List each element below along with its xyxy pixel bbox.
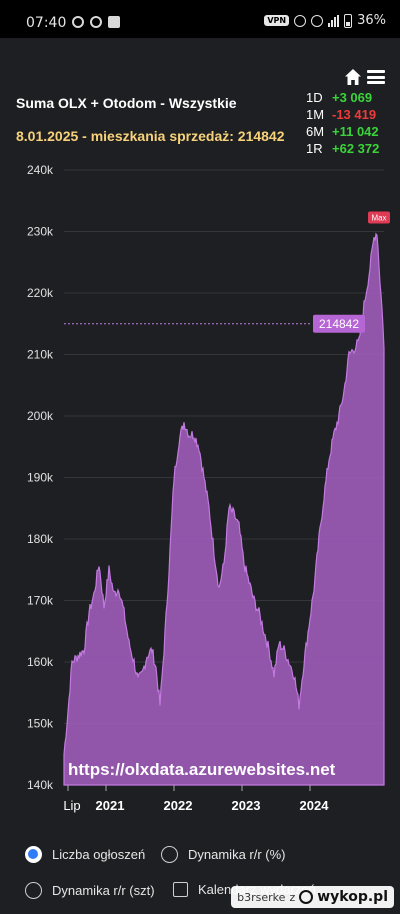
- option-dynamika-szt[interactable]: Dynamika r/r (szt): [25, 882, 155, 899]
- y-tick-label: 230k: [27, 225, 54, 239]
- option-label: Liczba ogłoszeń: [52, 847, 146, 862]
- current-value-badge: 214842: [313, 314, 365, 333]
- chart-subtitle: 8.01.2025 - mieszkania sprzedaż: 214842: [16, 128, 285, 144]
- change-value: -13 419: [332, 107, 377, 122]
- radio-icon[interactable]: [25, 882, 42, 899]
- y-axis: 240k 230k 220k 210k 200k 190k 180k 170k 160k 150k…: [27, 163, 54, 792]
- change-row-6m: 6M +11 042: [306, 123, 386, 140]
- max-label: Max: [371, 214, 386, 223]
- chrome-icon: [72, 16, 84, 28]
- mute-icon: [311, 14, 324, 27]
- max-marker: Max: [368, 211, 390, 224]
- signal-icon: [328, 14, 340, 27]
- checkbox-icon[interactable]: [173, 882, 188, 897]
- change-label: 6M: [306, 124, 325, 139]
- notification-icons: [72, 16, 120, 28]
- menu-icon[interactable]: [367, 70, 385, 84]
- y-tick-label: 170k: [27, 594, 54, 608]
- linkedin-icon: [108, 16, 120, 28]
- status-right: VPN 36%: [264, 13, 386, 28]
- radio-icon[interactable]: [161, 846, 178, 863]
- change-value: +3 069: [332, 90, 373, 105]
- chart-title: Suma OLX + Otodom - Wszystkie: [16, 95, 237, 111]
- chrome-icon-2: [90, 16, 102, 28]
- alarm-icon: [294, 14, 307, 27]
- change-label: 1D: [306, 90, 323, 105]
- x-tick-label: Lip: [63, 798, 80, 813]
- option-liczba[interactable]: Liczba ogłoszeń: [25, 846, 145, 863]
- change-label: 1R: [306, 141, 323, 156]
- option-label: Dynamika r/r (%): [188, 847, 286, 862]
- change-label: 1M: [306, 107, 325, 122]
- y-tick-label: 220k: [27, 286, 54, 300]
- change-value: +62 372: [332, 141, 380, 156]
- change-value: +11 042: [332, 124, 379, 139]
- battery-icon: [344, 13, 353, 28]
- y-tick-label: 150k: [27, 717, 54, 731]
- vpn-badge: VPN: [264, 15, 290, 26]
- wykop-watermark: b3rserke z wykop.pl: [231, 886, 394, 908]
- status-bar: 07:40 VPN 36%: [0, 0, 400, 38]
- x-tick-label: 2022: [164, 798, 193, 813]
- battery-percent: 36%: [357, 13, 386, 28]
- y-tick-label: 160k: [27, 655, 54, 669]
- footer-user: b3rserke: [237, 890, 286, 904]
- option-label: Dynamika r/r (szt): [52, 883, 155, 898]
- x-tick-label: 2023: [232, 798, 261, 813]
- radio-checked-icon[interactable]: [25, 846, 42, 863]
- y-tick-label: 180k: [27, 532, 54, 546]
- y-tick-label: 240k: [27, 163, 54, 177]
- change-row-1d: 1D +3 069: [306, 89, 386, 106]
- home-icon[interactable]: [344, 68, 362, 86]
- change-summary: 1D +3 069 1M -13 419 6M +11 042 1R +62 3…: [306, 89, 386, 157]
- listings-chart[interactable]: 240k 230k 220k 210k 200k 190k 180k 170k 160k 150k…: [0, 155, 400, 825]
- footer-word: z: [289, 890, 296, 904]
- chart-watermark: https://olxdata.azurewebsites.net: [68, 760, 336, 779]
- option-dynamika-pct[interactable]: Dynamika r/r (%): [161, 846, 286, 863]
- x-axis: Lip 2021 2022 2023 2024: [63, 785, 329, 813]
- status-time: 07:40: [26, 15, 67, 31]
- wykop-logo-icon: [299, 890, 314, 904]
- change-row-1m: 1M -13 419: [306, 106, 386, 123]
- change-row-1r: 1R +62 372: [306, 140, 386, 157]
- footer-site: wykop.pl: [317, 889, 388, 905]
- y-tick-label: 140k: [27, 778, 54, 792]
- y-tick-label: 190k: [27, 471, 54, 485]
- y-tick-label: 200k: [27, 409, 54, 423]
- series-area: [63, 232, 385, 786]
- x-tick-label: 2024: [300, 798, 330, 813]
- y-tick-label: 210k: [27, 348, 54, 362]
- x-tick-label: 2021: [96, 798, 125, 813]
- current-value-label: 214842: [319, 317, 359, 331]
